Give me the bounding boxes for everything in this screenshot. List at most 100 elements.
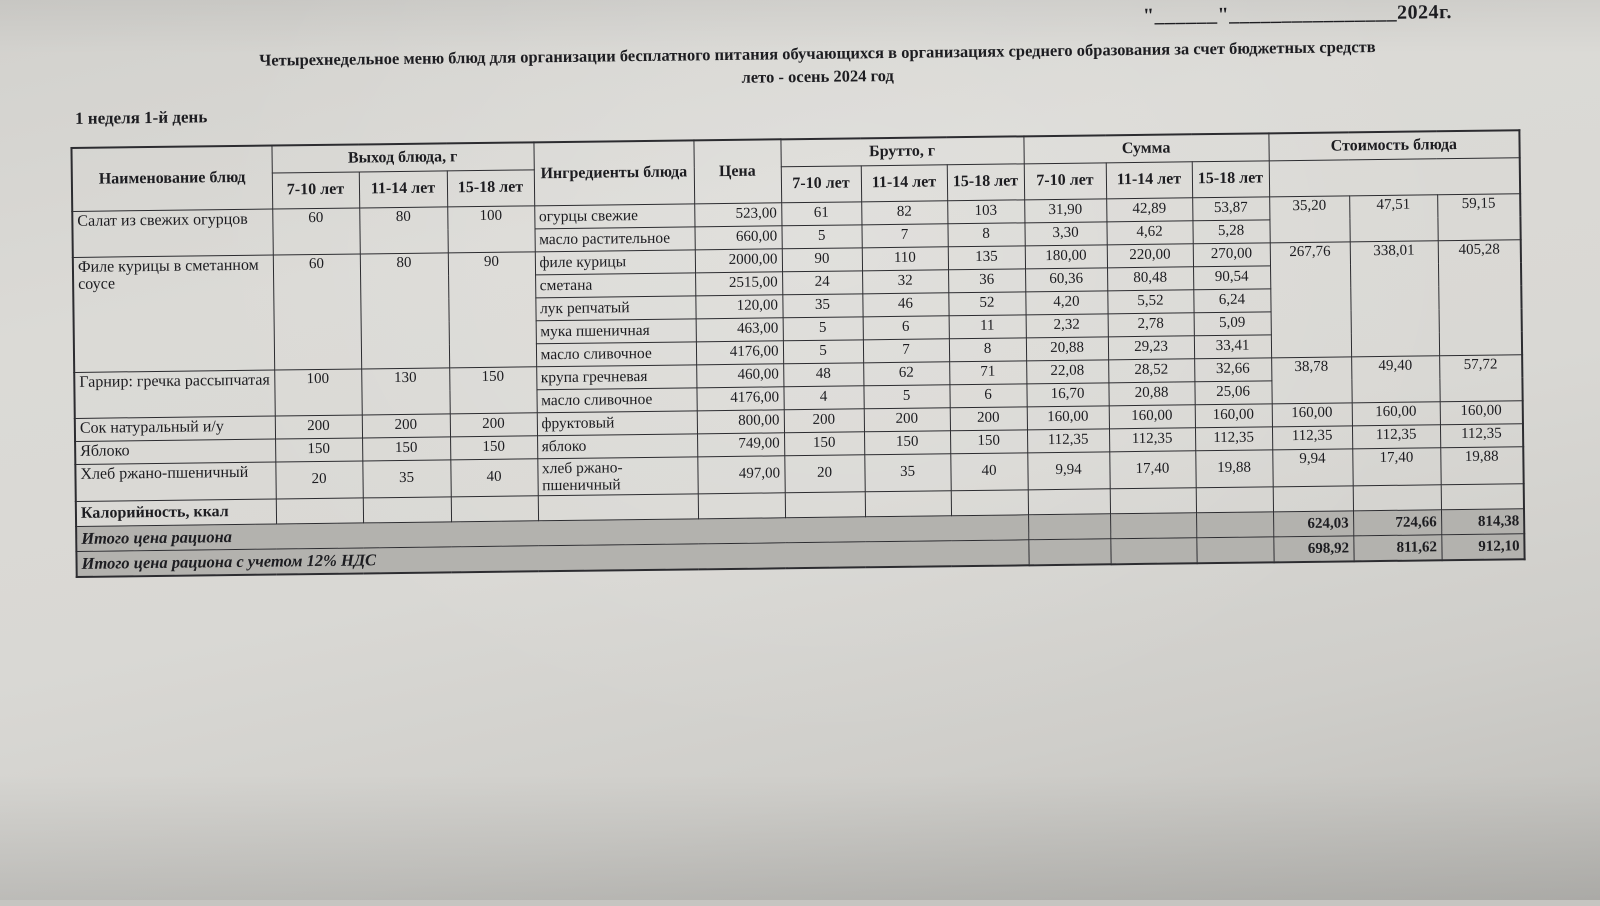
- col-header-price: Цена: [693, 139, 781, 203]
- cell-price: 120,00: [695, 294, 782, 318]
- cell-output: 100: [274, 368, 362, 415]
- cell-cost: 267,76: [1270, 241, 1351, 357]
- cell-sum: 90,54: [1193, 265, 1270, 289]
- cell-cost: 17,40: [1352, 447, 1440, 486]
- cell-ingredient: хлеб ржано-пшеничный: [537, 456, 697, 496]
- cell-price: 2515,00: [695, 271, 782, 295]
- cell-sum: 4,20: [1025, 290, 1107, 314]
- cell-sum: 20,88: [1108, 381, 1194, 405]
- cell-sum: 53,87: [1192, 196, 1269, 220]
- cell-sum: 2,78: [1108, 312, 1194, 336]
- cell-empty: [1028, 514, 1110, 540]
- cell-cost: 112,35: [1352, 424, 1440, 448]
- cell-sum: 180,00: [1025, 244, 1107, 268]
- cell-empty: [451, 496, 538, 522]
- cell-brutto: 5: [783, 339, 863, 363]
- cell-cost: 160,00: [1440, 400, 1523, 424]
- cell-cost: 38,78: [1271, 356, 1352, 403]
- cell-sum: 112,35: [1195, 426, 1272, 450]
- cell-brutto: 5: [863, 384, 949, 408]
- age-header: 11-14 лет: [1106, 161, 1192, 198]
- cell-brutto: 46: [862, 292, 948, 316]
- cell-sum: 6,24: [1193, 288, 1270, 312]
- cell-empty: [1110, 488, 1196, 514]
- cell-brutto: 36: [948, 268, 1025, 292]
- cell-sum: 29,23: [1108, 335, 1194, 359]
- cell-output: 90: [448, 251, 536, 367]
- cell-sum: 5,28: [1192, 219, 1269, 243]
- cell-output: 150: [449, 366, 537, 413]
- cell-brutto: 6: [949, 383, 1026, 407]
- cell-price: 497,00: [697, 455, 784, 494]
- cell-empty: [1028, 489, 1110, 515]
- cell-brutto: 150: [950, 429, 1027, 453]
- cell-empty: [1028, 539, 1110, 565]
- cell-footer-value: [1441, 484, 1524, 510]
- cell-output: 60: [273, 253, 361, 369]
- age-header: 7-10 лет: [1024, 162, 1106, 199]
- cell-footer-value: [1353, 485, 1441, 511]
- cell-cost: 160,00: [1272, 402, 1352, 426]
- cell-brutto: 7: [862, 223, 948, 247]
- cell-footer-value: 912,10: [1441, 534, 1524, 560]
- cell-output: 200: [275, 414, 362, 438]
- cell-brutto: 8: [947, 222, 1024, 246]
- col-header-sum: Сумма: [1023, 133, 1268, 163]
- cell-brutto: 40: [950, 452, 1027, 491]
- col-header-dish-name: Наименование блюд: [71, 146, 272, 211]
- cell-brutto: 8: [949, 337, 1026, 361]
- cell-empty: [1110, 513, 1196, 539]
- cell-cost: 160,00: [1352, 401, 1440, 425]
- cell-empty: [865, 491, 951, 517]
- cell-cost: 57,72: [1439, 354, 1523, 401]
- cell-output: 150: [450, 435, 537, 459]
- cell-price: 2000,00: [695, 248, 782, 272]
- cell-sum: 3,30: [1024, 221, 1106, 245]
- cell-brutto: 62: [863, 361, 949, 385]
- cell-empty: [276, 498, 363, 524]
- age-header: 15-18 лет: [1192, 160, 1269, 197]
- cell-empty: [1196, 512, 1273, 538]
- cell-price: 800,00: [697, 409, 784, 433]
- cell-brutto: 35: [782, 293, 862, 317]
- cell-sum: 16,70: [1026, 382, 1108, 406]
- cell-cost: 405,28: [1438, 239, 1522, 355]
- menu-table: Наименование блюд Выход блюда, г Ингреди…: [70, 129, 1525, 577]
- cell-footer-value: [1273, 486, 1353, 512]
- cell-dish-name: Салат из свежих огурцов: [72, 209, 273, 257]
- cell-brutto: 32: [862, 269, 948, 293]
- cell-output: 80: [360, 252, 449, 368]
- cell-ingredient: лук репчатый: [535, 295, 695, 320]
- cell-sum: 2,32: [1026, 313, 1108, 337]
- cell-ingredient: крупа гречневая: [536, 364, 696, 389]
- cell-empty: [785, 492, 865, 518]
- cell-cost: 112,35: [1272, 425, 1352, 449]
- cell-sum: 25,06: [1194, 380, 1271, 404]
- cell-sum: 160,00: [1027, 405, 1109, 429]
- date-line: "______"________________2024г.: [1143, 1, 1452, 28]
- cell-brutto: 200: [864, 407, 950, 431]
- cell-sum: 17,40: [1109, 450, 1195, 489]
- cell-sum: 5,52: [1107, 289, 1193, 313]
- cell-cost: 19,88: [1440, 446, 1523, 485]
- age-header: 11-14 лет: [861, 164, 947, 201]
- cell-brutto: 200: [950, 406, 1027, 430]
- cell-cost: 35,20: [1269, 195, 1350, 242]
- cell-dish-name: Яблоко: [75, 439, 275, 464]
- cell-output: 40: [450, 458, 537, 497]
- cell-sum: 4,62: [1106, 220, 1192, 244]
- cell-sum: 220,00: [1107, 243, 1193, 267]
- cell-sum: 60,36: [1025, 267, 1107, 291]
- cell-brutto: 150: [784, 431, 864, 455]
- cell-empty: [698, 493, 785, 519]
- cell-brutto: 35: [864, 453, 950, 492]
- cell-ingredient: сметана: [535, 272, 695, 297]
- cell-output: 130: [361, 367, 450, 414]
- cell-footer-label: Калорийность, ккал: [76, 499, 276, 526]
- cell-output: 200: [450, 412, 537, 436]
- cell-brutto: 200: [784, 408, 864, 432]
- cell-price: 4176,00: [696, 386, 783, 410]
- cell-brutto: 7: [863, 338, 949, 362]
- cell-dish-name: Сок натуральный и/у: [75, 416, 275, 441]
